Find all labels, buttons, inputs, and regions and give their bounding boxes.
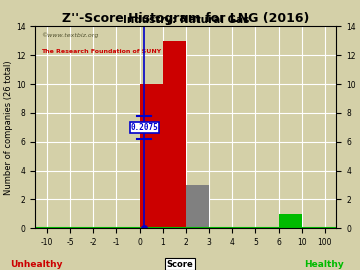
Y-axis label: Number of companies (26 total): Number of companies (26 total) <box>4 60 13 195</box>
Text: Unhealthy: Unhealthy <box>10 260 62 269</box>
Text: ©www.textbiz.org: ©www.textbiz.org <box>41 32 99 38</box>
Bar <box>140 84 163 228</box>
Text: The Research Foundation of SUNY: The Research Foundation of SUNY <box>41 49 162 54</box>
Text: 0.2075: 0.2075 <box>130 123 158 132</box>
Bar <box>186 185 209 228</box>
Text: Score: Score <box>167 260 193 269</box>
Bar <box>163 41 186 228</box>
Text: Industry: Natural Gas: Industry: Natural Gas <box>123 15 249 25</box>
Text: Healthy: Healthy <box>304 260 344 269</box>
Title: Z''-Score Histogram for LNG (2016): Z''-Score Histogram for LNG (2016) <box>62 12 310 25</box>
Bar <box>279 214 302 228</box>
